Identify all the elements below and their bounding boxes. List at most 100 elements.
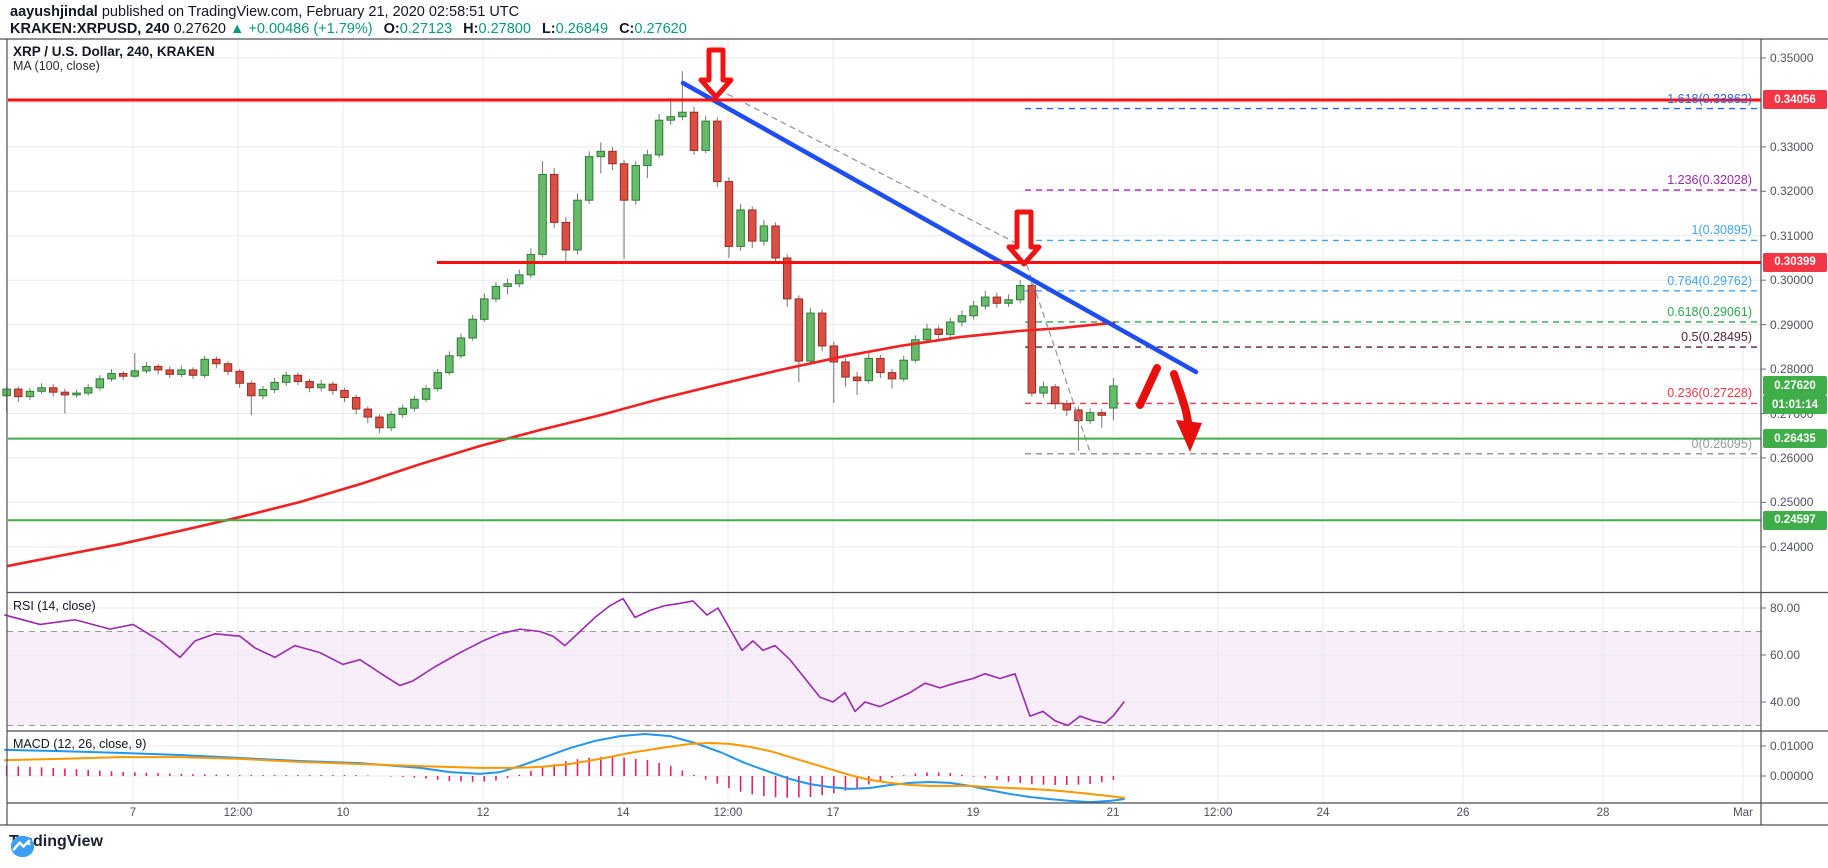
candle-body <box>1015 285 1025 301</box>
candle-body <box>107 373 116 380</box>
price-badge: 0.24597 <box>1763 510 1827 530</box>
tradingview-logo[interactable]: TradingView <box>9 833 103 858</box>
candle-body <box>142 365 151 372</box>
candle-body <box>981 296 990 307</box>
candle-body <box>748 209 757 242</box>
candle-body <box>678 111 687 118</box>
candle-body <box>72 392 81 396</box>
candle-body <box>433 372 442 390</box>
candle-body <box>817 312 827 347</box>
price-tick-label: 0.26000 <box>1770 450 1814 465</box>
time-axis-label[interactable]: 26 <box>1456 807 1470 819</box>
high-value: 0.27800 <box>478 21 531 37</box>
candle-body <box>515 274 524 285</box>
candle-body <box>153 365 163 371</box>
candle-body <box>992 296 1002 304</box>
open-label: O: <box>383 21 400 37</box>
candle-body <box>491 285 501 300</box>
candle-body <box>701 120 710 151</box>
ma-legend: MA (100, close) <box>13 59 100 73</box>
price-tick-label: 0.25000 <box>1770 495 1814 510</box>
hand-stroke-annotation <box>1136 364 1161 409</box>
candle-body <box>1004 299 1013 304</box>
fib-label: 0(0.26095) <box>1691 436 1752 451</box>
candle-body <box>293 374 303 383</box>
candle-body <box>841 361 850 378</box>
candle-body <box>130 370 140 377</box>
fib-connector-line <box>709 84 1091 453</box>
price-badge: 0.27620 <box>1763 376 1827 396</box>
candle-body <box>631 165 640 201</box>
fib-label: 0.618(0.29061) <box>1667 304 1752 319</box>
candle-body <box>247 382 256 397</box>
time-axis-label[interactable]: 19 <box>966 807 980 819</box>
rsi-legend: RSI (14, close) <box>13 599 96 613</box>
candle-body <box>852 376 862 382</box>
candle-body <box>270 381 279 391</box>
time-axis-label[interactable]: Mar <box>1733 807 1753 819</box>
rsi-tick-label: 60.00 <box>1770 648 1801 662</box>
candle-body <box>596 150 606 158</box>
price-tick-label: 0.31000 <box>1770 228 1814 243</box>
candle-body <box>282 374 291 383</box>
last-price: 0.27620 <box>173 21 226 37</box>
time-axis-label[interactable]: 28 <box>1596 807 1610 819</box>
candle-body <box>165 369 174 375</box>
main-pane-legend: XRP / U.S. Dollar, 240, KRAKEN MA (100, … <box>13 44 215 73</box>
candle-body <box>235 370 244 384</box>
candle-body <box>736 209 745 247</box>
countdown-badge: 01:01:14 <box>1763 395 1827 415</box>
candle-body <box>468 318 477 339</box>
time-axis-label[interactable]: 12 <box>476 807 490 819</box>
time-axis-label[interactable]: 12:00 <box>223 807 253 819</box>
candle-body <box>619 163 629 201</box>
candle-body <box>643 154 652 167</box>
candle-body <box>37 387 46 392</box>
time-axis-label[interactable]: 12:00 <box>713 807 743 819</box>
candle-body <box>887 372 897 380</box>
price-tick-label: 0.24000 <box>1770 539 1814 554</box>
candle-body <box>806 312 815 362</box>
candle-body <box>328 383 338 391</box>
candle-body <box>911 339 920 361</box>
candle-body <box>922 328 932 341</box>
candle-body <box>573 199 582 251</box>
candle-body <box>1039 386 1048 394</box>
time-axis-label[interactable]: 12:00 <box>1203 807 1233 819</box>
time-axis-label[interactable]: 24 <box>1316 807 1330 819</box>
time-axis-label[interactable]: 10 <box>336 807 350 819</box>
candle-body <box>445 355 454 374</box>
time-axis-label[interactable]: 14 <box>616 807 630 819</box>
candle-body <box>177 369 186 375</box>
candle-body <box>363 408 373 418</box>
candle-body <box>410 398 419 409</box>
candle-body <box>771 225 780 259</box>
time-axis-label[interactable]: 17 <box>826 807 840 819</box>
down-arrow-annotation <box>698 47 734 100</box>
price-badge: 0.30399 <box>1763 252 1827 272</box>
tradingview-logo-icon <box>10 835 35 858</box>
candle-body <box>782 257 792 300</box>
candle-body <box>480 298 489 320</box>
candle-body <box>1062 403 1072 411</box>
time-axis-label[interactable]: 7 <box>129 807 137 819</box>
time-axis-label[interactable]: 21 <box>1106 807 1120 819</box>
candle-body <box>864 357 873 382</box>
candle-body <box>1027 285 1037 394</box>
candle-body <box>899 359 908 380</box>
candle-body <box>689 111 699 151</box>
price-tick-label: 0.33000 <box>1770 139 1814 154</box>
fib-label: 0.5(0.28495) <box>1681 330 1752 345</box>
candle-body <box>200 358 209 376</box>
macd-legend: MACD (12, 26, close, 9) <box>13 737 147 751</box>
macd-tick-label: 0.01000 <box>1770 739 1814 753</box>
symbol-line: KRAKEN:XRPUSD, 240 0.27620 ▲ +0.00486 (+… <box>10 21 687 37</box>
candle-body <box>549 173 559 223</box>
price-tick-label: 0.32000 <box>1770 184 1814 199</box>
price-badge: 0.34056 <box>1763 90 1827 110</box>
candle-body <box>60 391 70 396</box>
candle-body <box>25 390 35 398</box>
candle-body <box>584 156 594 201</box>
